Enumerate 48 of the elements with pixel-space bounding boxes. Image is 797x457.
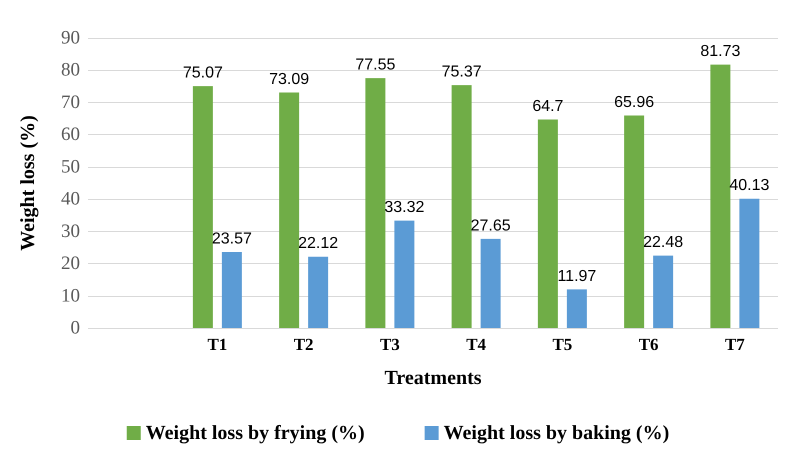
y-axis-title: Weight loss (%) [17, 115, 39, 251]
x-tick-label: T7 [724, 335, 746, 354]
y-tick-label: 30 [61, 220, 80, 242]
bar [394, 220, 414, 328]
bar [279, 92, 300, 328]
data-label: 81.73 [700, 43, 740, 60]
data-label: 73.09 [269, 70, 310, 88]
x-axis-title: Treatments [384, 367, 482, 389]
y-tick-label: 50 [61, 156, 80, 178]
x-tick-label: T3 [380, 335, 400, 354]
bar [192, 86, 213, 328]
bar [538, 120, 558, 328]
data-label: 75.37 [442, 64, 482, 81]
y-tick-label: 20 [61, 253, 80, 274]
y-tick-label: 10 [61, 285, 80, 306]
bar [624, 115, 644, 328]
y-tick-label: 80 [61, 60, 80, 81]
bar [222, 252, 242, 328]
data-label: 23.57 [212, 230, 252, 248]
data-label: 77.55 [355, 56, 396, 74]
data-label: 65.96 [614, 94, 654, 111]
x-tick-label: T2 [294, 335, 314, 354]
data-label: 33.32 [384, 199, 424, 216]
bar [480, 238, 501, 328]
x-tick-label: T1 [207, 335, 228, 354]
legend-label: Weight loss by frying (%) [146, 422, 365, 444]
data-label: 64.7 [532, 98, 564, 116]
legend-label: Weight loss by baking (%) [444, 422, 670, 444]
x-tick-label: T5 [552, 335, 572, 354]
bar [566, 289, 587, 328]
data-label: 75.07 [182, 64, 223, 82]
bar [308, 256, 328, 328]
bar [710, 64, 730, 328]
y-tick-label: 70 [61, 92, 80, 113]
y-tick-label: 40 [61, 188, 80, 210]
data-label: 22.12 [298, 235, 338, 252]
data-label: 22.48 [643, 234, 684, 252]
data-label: 27.65 [470, 217, 511, 234]
bar [739, 198, 760, 328]
y-tick-label: 90 [61, 28, 80, 48]
bar [653, 256, 674, 328]
x-tick-label: T4 [466, 335, 487, 354]
x-tick-label: T6 [638, 335, 659, 354]
data-label: 11.97 [557, 268, 596, 285]
bar [365, 78, 386, 328]
y-tick-label: 60 [61, 124, 80, 146]
y-tick-label: 0 [70, 318, 80, 338]
bar [452, 85, 472, 328]
